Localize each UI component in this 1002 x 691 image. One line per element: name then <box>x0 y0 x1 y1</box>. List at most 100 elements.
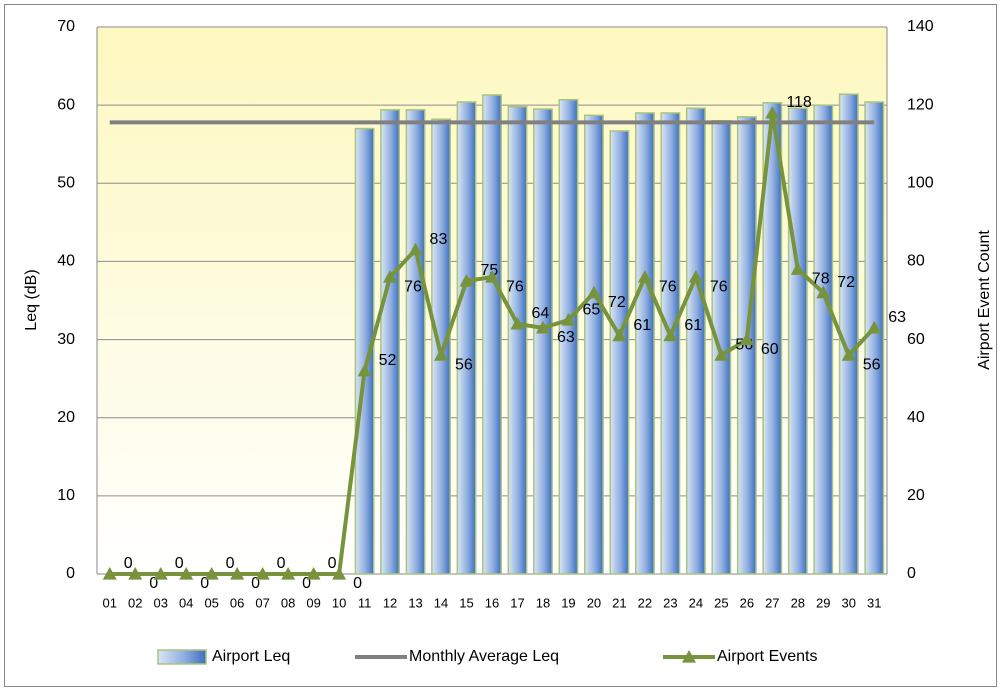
marker <box>714 348 729 361</box>
marker <box>102 567 117 580</box>
data-label: 56 <box>863 356 881 373</box>
marker <box>383 270 398 283</box>
x-tick-label: 07 <box>255 595 269 610</box>
marker <box>255 567 270 580</box>
bar <box>380 109 400 575</box>
data-label: 72 <box>608 294 626 311</box>
data-label: 61 <box>684 317 702 334</box>
data-label: 0 <box>328 555 337 572</box>
x-tick-label: 06 <box>230 595 244 610</box>
y2-tick-label: 80 <box>907 253 925 270</box>
x-tick-label: 01 <box>103 595 117 610</box>
x-tick-label: 29 <box>816 595 830 610</box>
x-tick-label: 26 <box>740 595 754 610</box>
legend-swatch <box>157 649 207 665</box>
marker <box>867 320 882 334</box>
data-label: 0 <box>302 575 311 592</box>
x-tick-label: 19 <box>561 595 575 610</box>
data-label: 52 <box>379 352 397 369</box>
x-tick-label: 09 <box>306 595 320 610</box>
bar <box>787 107 808 575</box>
data-label: 63 <box>888 309 906 326</box>
data-label: 64 <box>531 305 549 322</box>
legend-swatch <box>682 650 696 663</box>
data-label: 76 <box>404 278 422 295</box>
x-tick-label: 03 <box>153 595 167 610</box>
marker <box>153 567 168 580</box>
x-tick-label: 14 <box>434 595 448 610</box>
y2-axis-label: Airport Event Count <box>976 230 993 370</box>
bar <box>482 94 502 575</box>
marker <box>841 348 856 361</box>
marker <box>765 105 780 119</box>
y-tick-label: 40 <box>57 253 75 270</box>
marker <box>128 567 143 580</box>
marker <box>332 567 347 580</box>
y2-tick-label: 20 <box>907 487 925 504</box>
x-tick-label: 27 <box>765 595 779 610</box>
marker <box>230 567 245 580</box>
bar <box>456 101 477 575</box>
x-tick-label: 31 <box>867 595 881 610</box>
marker <box>561 313 576 326</box>
y2-tick-label: 120 <box>907 96 934 113</box>
data-label: 0 <box>200 575 209 592</box>
x-tick-label: 28 <box>791 595 805 610</box>
y2-tick-label: 60 <box>907 331 925 348</box>
marker <box>688 270 703 283</box>
x-tick-label: 20 <box>587 595 601 610</box>
data-label: 0 <box>124 555 133 572</box>
x-tick-label: 02 <box>128 595 142 610</box>
marker <box>637 270 652 283</box>
marker <box>816 285 831 299</box>
y-tick-label: 10 <box>57 487 75 504</box>
data-label: 63 <box>557 329 575 346</box>
x-tick-label: 15 <box>459 595 473 610</box>
data-label: 0 <box>277 555 286 572</box>
x-tick-label: 12 <box>383 595 397 610</box>
data-label: 72 <box>837 274 855 291</box>
marker <box>586 285 601 299</box>
y2-tick-label: 100 <box>907 175 934 192</box>
x-tick-label: 21 <box>612 595 626 610</box>
bar <box>711 120 732 575</box>
bar <box>762 102 783 575</box>
x-tick-label: 17 <box>510 595 524 610</box>
marker <box>790 262 805 275</box>
data-label: 0 <box>175 555 184 572</box>
marker <box>357 363 372 377</box>
y-axis-label: Leq (dB) <box>23 269 40 330</box>
marker <box>306 567 321 580</box>
x-tick-label: 04 <box>179 595 193 610</box>
y2-tick-label: 0 <box>907 565 916 582</box>
bar <box>609 130 630 575</box>
y-tick-label: 50 <box>57 175 75 192</box>
data-label: 65 <box>582 301 600 318</box>
bar <box>838 93 859 575</box>
x-tick-label: 30 <box>842 595 856 610</box>
x-tick-label: 24 <box>689 595 703 610</box>
x-tick-label: 08 <box>281 595 295 610</box>
bar <box>660 112 681 575</box>
data-label: 0 <box>149 575 158 592</box>
marker <box>739 332 754 346</box>
x-tick-label: 18 <box>536 595 550 610</box>
legend-label: Airport Leq <box>212 648 290 665</box>
y-tick-label: 70 <box>57 18 75 35</box>
marker <box>434 348 449 361</box>
data-label: 78 <box>812 270 830 287</box>
bar <box>431 118 451 575</box>
marker <box>535 320 550 334</box>
marker <box>281 567 296 580</box>
bar <box>354 127 375 575</box>
x-tick-label: 13 <box>408 595 422 610</box>
data-label: 118 <box>786 94 812 111</box>
x-tick-label: 22 <box>638 595 652 610</box>
x-tick-label: 10 <box>332 595 346 610</box>
bar <box>634 112 655 575</box>
data-label: 60 <box>761 341 779 358</box>
data-label: 0 <box>353 575 362 592</box>
marker <box>408 242 423 256</box>
bar <box>507 105 528 575</box>
data-label: 83 <box>430 231 448 248</box>
